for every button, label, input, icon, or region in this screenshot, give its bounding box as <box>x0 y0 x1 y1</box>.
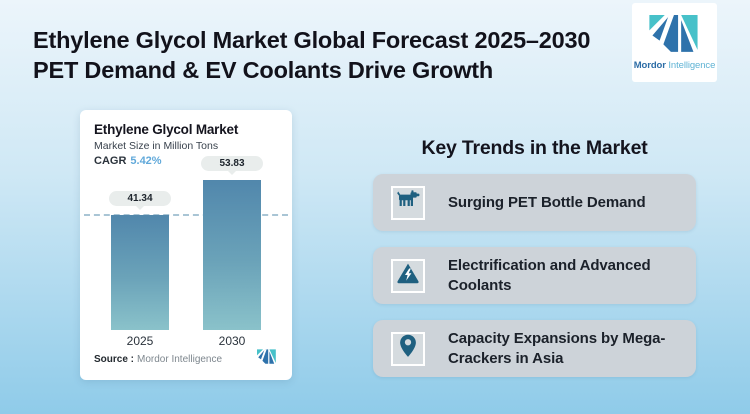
trend-label: Electrification and Advanced Coolants <box>448 256 651 294</box>
bar-2025 <box>111 215 169 331</box>
source-label: Source : <box>94 354 135 365</box>
bar-plot: 41.34 53.83 <box>84 156 288 331</box>
page-title-line1: Ethylene Glycol Market Global Forecast 2… <box>33 27 591 53</box>
brand-name-bold: Mordor <box>633 60 666 71</box>
trend-label: Capacity Expansions by Mega-Crackers in … <box>448 329 666 367</box>
trend-card-capacity: Capacity Expansions by Mega-Crackers in … <box>373 320 696 377</box>
cagr-value: 5.42% <box>130 155 162 167</box>
source-value: Mordor Intelligence <box>137 354 223 365</box>
mordor-logo-icon <box>648 14 702 55</box>
x-tick-label: 2025 <box>126 334 154 349</box>
value-badge: 53.83 <box>201 156 263 176</box>
trend-icon-box <box>391 258 425 293</box>
cagr-label: CAGR <box>94 155 127 167</box>
location-pin-icon <box>399 334 417 363</box>
chart-footer: Source : Mordor Intelligence <box>94 349 278 370</box>
brand-name: Mordor Intelligence <box>634 60 716 71</box>
trend-card-pet-bottle: Surging PET Bottle Demand <box>373 174 696 231</box>
cagr-row: CAGR 5.42% <box>94 155 278 167</box>
page-title-line2: PET Demand & EV Coolants Drive Growth <box>33 57 494 83</box>
bar-2030 <box>203 180 261 331</box>
threshold-dashline <box>84 214 288 217</box>
high-voltage-icon <box>396 262 420 289</box>
chart-title: Ethylene Glycol Market <box>94 122 239 137</box>
trend-label: Surging PET Bottle Demand <box>448 193 646 211</box>
x-tick-label: 2030 <box>218 334 246 349</box>
source-note: Source : Mordor Intelligence <box>94 354 222 365</box>
mordor-logo: Mordor Intelligence <box>632 3 717 82</box>
key-trends-heading: Key Trends in the Market <box>421 137 648 159</box>
chart-subtitle: Market Size in Million Tons <box>94 140 219 152</box>
trend-icon-box <box>391 331 425 366</box>
mordor-mini-logo-icon <box>256 349 278 370</box>
trend-icon-box <box>391 185 425 220</box>
trend-card-electrification: Electrification and Advanced Coolants <box>373 247 696 304</box>
brand-name-light: Intelligence <box>668 60 716 71</box>
page-title: Ethylene Glycol Market Global Forecast 2… <box>33 25 590 85</box>
key-trends-section: Key Trends in the Market <box>373 137 696 393</box>
value-badge: 41.34 <box>109 191 171 211</box>
dog-icon <box>396 190 420 215</box>
market-chart-card: Ethylene Glycol Market Market Size in Mi… <box>80 110 292 380</box>
x-labels: 2025 2030 <box>94 334 278 349</box>
